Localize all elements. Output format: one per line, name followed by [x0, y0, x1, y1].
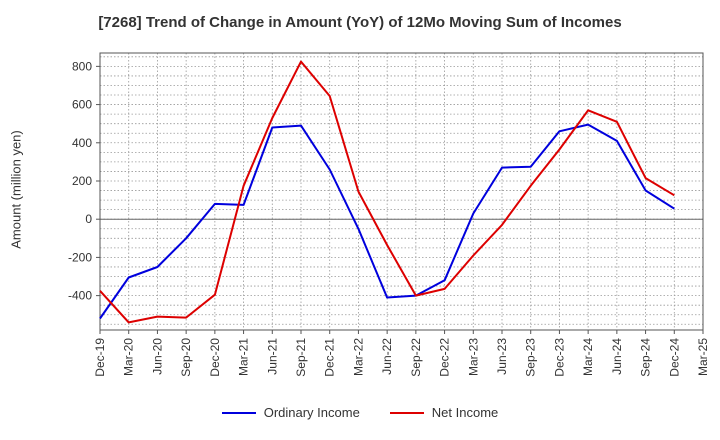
- x-tick-label: Jun-23: [495, 338, 509, 375]
- legend-swatch-ordinary-income: [221, 411, 256, 414]
- x-tick-label: Mar-20: [122, 338, 136, 376]
- x-tick-label: Sep-22: [409, 338, 423, 377]
- x-tick-label: Dec-24: [667, 338, 681, 377]
- y-tick-label: 200: [72, 174, 92, 188]
- legend-label-ordinary-income: Ordinary Income: [263, 405, 360, 420]
- x-tick-label: Jun-20: [150, 338, 164, 375]
- series-lines: [99, 60, 675, 324]
- x-tick-label: Mar-24: [581, 338, 595, 376]
- x-tick-label: Dec-22: [438, 338, 452, 377]
- x-tick-label: Mar-22: [351, 338, 365, 376]
- x-tick-label: Mar-23: [466, 338, 480, 376]
- series-line-ordinary-income: [99, 123, 675, 320]
- legend-swatch-net-income: [389, 411, 424, 414]
- x-tick-label: Mar-21: [237, 338, 251, 376]
- x-tick-label: Sep-23: [524, 338, 538, 377]
- chart-title: [7268] Trend of Change in Amount (YoY) o…: [98, 14, 622, 31]
- grid-lines: [99, 53, 704, 330]
- x-tick-label: Mar-25: [696, 338, 710, 376]
- y-tick-label: 0: [85, 212, 92, 226]
- tick-labels: -400 -200 0 200 400 600 800 Dec-19 Mar-20 Jun-20 S…: [68, 59, 710, 376]
- x-tick-label: Jun-21: [265, 338, 279, 375]
- x-tick-label: Dec-20: [208, 338, 222, 377]
- legend-label-net-income: Net Income: [431, 405, 499, 420]
- y-tick-label: -400: [68, 289, 92, 303]
- x-tick-label: Dec-19: [93, 338, 107, 377]
- x-tick-label: Sep-20: [179, 338, 193, 377]
- x-tick-label: Dec-23: [552, 338, 566, 377]
- y-tick-label: 600: [72, 98, 92, 112]
- series-line-net-income: [99, 60, 675, 324]
- y-tick-label: 400: [72, 136, 92, 150]
- y-tick-label: 800: [72, 59, 92, 73]
- legend: Ordinary Income Net Income: [0, 405, 720, 420]
- x-tick-label: Sep-21: [294, 338, 308, 377]
- x-tick-label: Jun-22: [380, 338, 394, 375]
- legend-item-net-income: Net Income: [389, 405, 499, 420]
- x-tick-label: Dec-21: [323, 338, 337, 377]
- legend-item-ordinary-income: Ordinary Income: [221, 405, 360, 420]
- x-tick-label: Jun-24: [610, 338, 624, 375]
- axes: [96, 52, 704, 334]
- y-tick-label: -200: [68, 250, 92, 264]
- x-tick-label: Sep-24: [639, 338, 653, 377]
- plot-frame: [99, 52, 704, 331]
